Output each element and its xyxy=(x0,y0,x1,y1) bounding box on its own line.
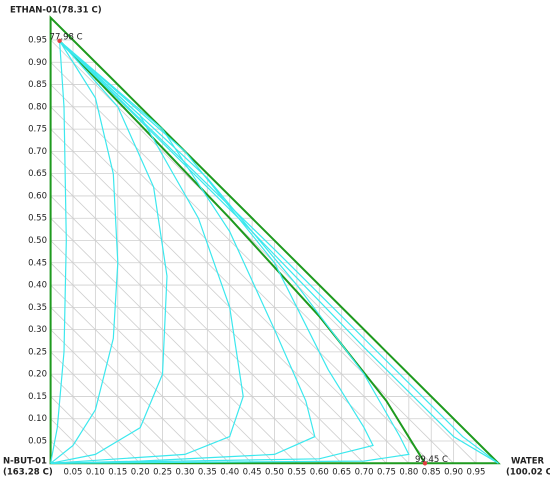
x-tick-label: 0.65 xyxy=(332,468,351,478)
residue-curve xyxy=(50,40,374,464)
y-tick-label: 0.85 xyxy=(28,80,47,90)
grid-diagonal xyxy=(50,351,163,464)
azeotrope-point xyxy=(422,461,428,466)
residue-curve xyxy=(50,40,244,464)
grid-diagonal xyxy=(50,307,208,464)
y-tick-label: 0.20 xyxy=(28,370,47,380)
triangle-edge xyxy=(49,15,501,465)
residue-curve xyxy=(50,40,67,464)
y-tick-label: 0.55 xyxy=(28,214,47,224)
x-tick-label: 0.45 xyxy=(243,468,262,478)
x-tick-label: 0.85 xyxy=(422,468,441,478)
x-tick-label: 0.20 xyxy=(131,468,150,478)
x-tick-label: 0.60 xyxy=(310,468,329,478)
y-tick-label: 0.30 xyxy=(28,325,47,335)
x-tick-label: 0.90 xyxy=(444,468,463,478)
azeotrope-label: 99.45 C xyxy=(415,455,448,465)
x-tick-label: 0.05 xyxy=(64,468,83,478)
grid-diagonal xyxy=(50,128,387,464)
x-tick-label: 0.40 xyxy=(220,468,239,478)
top-vertex-label: ETHAN-01(78.31 C) xyxy=(10,6,102,16)
residue-curve xyxy=(59,40,499,464)
grid-diagonal xyxy=(50,173,342,464)
grid-diagonal xyxy=(50,39,477,464)
x-tick-label: 0.35 xyxy=(198,468,217,478)
residue-curve xyxy=(50,40,316,464)
y-tick-label: 0.05 xyxy=(28,437,47,447)
right-vertex-temp: (100.02 C) xyxy=(506,468,550,478)
y-tick-label: 0.10 xyxy=(28,414,47,424)
y-tick-label: 0.65 xyxy=(28,169,47,179)
x-tick-label: 0.30 xyxy=(175,468,194,478)
grid-diagonal xyxy=(50,262,253,464)
residue-curve xyxy=(50,40,410,464)
grid-diagonal xyxy=(50,217,298,464)
grid-diagonal xyxy=(50,84,432,464)
x-tick-label: 0.55 xyxy=(287,468,306,478)
x-tick-label: 0.25 xyxy=(153,468,172,478)
y-tick-label: 0.35 xyxy=(28,303,47,313)
x-tick-label: 0.15 xyxy=(108,468,127,478)
y-tick-label: 0.70 xyxy=(28,147,47,157)
y-tick-label: 0.50 xyxy=(28,236,47,246)
y-tick-label: 0.90 xyxy=(28,58,47,68)
y-tick-label: 0.80 xyxy=(28,102,47,112)
y-tick-label: 0.95 xyxy=(28,35,47,45)
left-vertex-label: N-BUT-01 xyxy=(3,457,47,467)
x-tick-label: 0.70 xyxy=(355,468,374,478)
y-tick-label: 0.25 xyxy=(28,347,47,357)
azeotrope-label: 77.98 C xyxy=(50,32,83,42)
left-vertex-temp: (163.28 C) xyxy=(3,468,53,478)
x-tick-label: 0.75 xyxy=(377,468,396,478)
y-tick-label: 0.60 xyxy=(28,191,47,201)
y-tick-label: 0.45 xyxy=(28,258,47,268)
residue-curve xyxy=(50,40,119,464)
x-tick-label: 0.80 xyxy=(399,468,418,478)
y-tick-label: 0.15 xyxy=(28,392,47,402)
right-vertex-label: WATER xyxy=(511,457,545,467)
x-tick-label: 0.50 xyxy=(265,468,284,478)
grid-diagonal xyxy=(50,396,119,464)
y-tick-label: 0.75 xyxy=(28,125,47,135)
residue-curve xyxy=(59,40,499,464)
residue-curve xyxy=(50,40,168,464)
x-tick-label: 0.10 xyxy=(86,468,105,478)
residue-curve xyxy=(58,40,426,464)
y-tick-label: 0.40 xyxy=(28,281,47,291)
x-tick-label: 0.95 xyxy=(467,468,486,478)
azeotrope-point xyxy=(57,38,62,44)
